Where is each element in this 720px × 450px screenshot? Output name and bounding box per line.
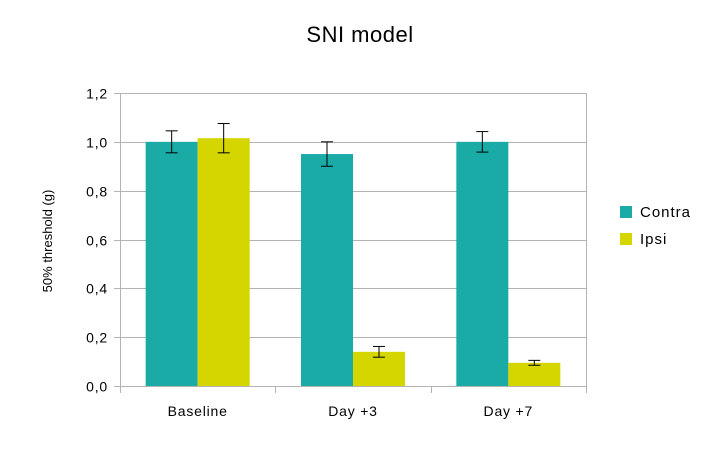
legend: Contra Ipsi bbox=[620, 204, 691, 248]
x-tick-label: Day +3 bbox=[328, 403, 378, 419]
y-tick-label: 0,2 bbox=[86, 330, 108, 346]
legend-swatch-contra bbox=[620, 206, 632, 218]
y-tick-label: 1,0 bbox=[86, 135, 108, 151]
bars bbox=[145, 138, 561, 386]
error-bar bbox=[528, 359, 541, 366]
legend-swatch-ipsi bbox=[620, 233, 632, 245]
y-tick-label: 0,8 bbox=[86, 184, 108, 200]
bar-contra-0 bbox=[145, 141, 198, 386]
chart-title: SNI model bbox=[306, 22, 413, 47]
x-tick-label: Baseline bbox=[168, 403, 228, 419]
x-tick-label: Day +7 bbox=[484, 403, 534, 419]
y-tick-label: 1,2 bbox=[86, 86, 108, 102]
axes: 0,0 0,2 0,4 0,6 0,8 1,0 1,2 Baseline Day +3 Day +… bbox=[86, 86, 587, 419]
error-bar bbox=[321, 141, 333, 167]
y-tick-label: 0,0 bbox=[86, 379, 108, 395]
legend-label-ipsi: Ipsi bbox=[640, 231, 667, 248]
bar-ipsi-0 bbox=[197, 138, 250, 386]
error-bar bbox=[217, 123, 230, 154]
error-bar bbox=[165, 130, 178, 154]
y-axis-title: 50% threshold (g) bbox=[40, 190, 55, 293]
error-bar bbox=[476, 131, 489, 153]
bar-contra-2 bbox=[456, 141, 509, 386]
y-tick-label: 0,6 bbox=[86, 233, 108, 249]
bar-ipsi-2 bbox=[508, 362, 561, 386]
y-tick-label: 0,4 bbox=[86, 281, 108, 297]
error-bar bbox=[373, 345, 385, 358]
bar-contra-1 bbox=[301, 154, 353, 386]
legend-label-contra: Contra bbox=[640, 204, 691, 221]
error-bars bbox=[165, 123, 541, 366]
